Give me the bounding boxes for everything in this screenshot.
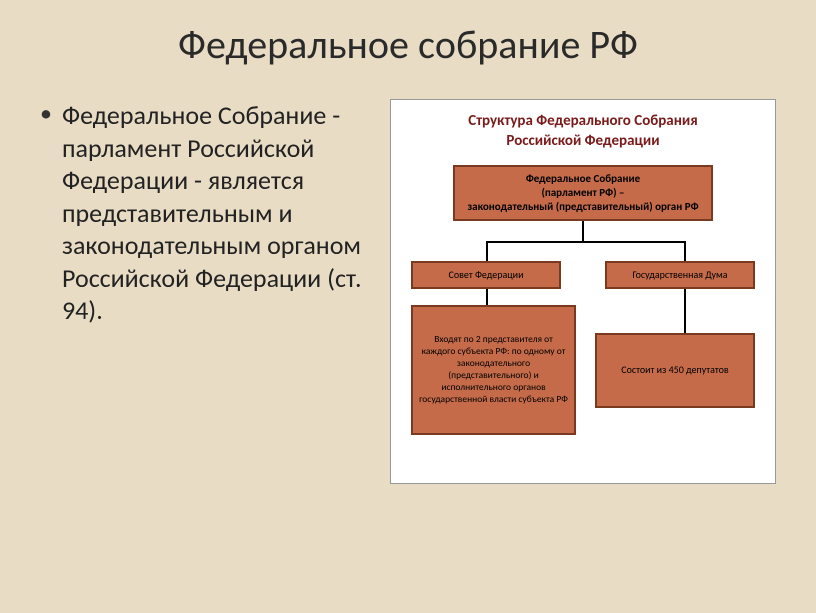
- right-name: Государственная Дума: [632, 269, 727, 282]
- diagram-title-line2: Российской Федерации: [506, 132, 659, 150]
- content-row: • Федеральное Собрание - парламент Росси…: [40, 99, 776, 484]
- left-name: Совет Федерации: [448, 269, 523, 282]
- right-desc: Состоит из 450 депутатов: [621, 364, 728, 377]
- root-line1: Федеральное Собрание: [526, 172, 640, 185]
- connector: [486, 289, 488, 305]
- connector: [684, 241, 686, 261]
- flowchart-node-right-name: Государственная Дума: [605, 261, 755, 289]
- flowchart-node-right-desc: Состоит из 450 депутатов: [595, 333, 755, 408]
- bullet-column: • Федеральное Собрание - парламент Росси…: [40, 99, 380, 327]
- connector: [684, 289, 686, 333]
- flowchart-node-left-desc: Входят по 2 представителя от каждого суб…: [411, 305, 576, 435]
- root-line3: законодательный (представительный) орган…: [467, 200, 698, 213]
- bullet-item: • Федеральное Собрание - парламент Росси…: [40, 99, 380, 327]
- left-desc: Входят по 2 представителя от каждого суб…: [419, 334, 568, 405]
- bullet-text: Федеральное Собрание - парламент Российс…: [62, 99, 380, 327]
- bullet-dot-icon: •: [40, 99, 52, 129]
- page-title: Федеральное собрание РФ: [40, 20, 776, 69]
- connector: [486, 241, 686, 243]
- diagram-title-line1: Структура Федерального Собрания: [468, 112, 697, 130]
- root-line2: (парламент РФ) –: [541, 186, 624, 199]
- connector: [582, 221, 584, 241]
- connector: [486, 241, 488, 261]
- slide: Федеральное собрание РФ • Федеральное Со…: [0, 0, 816, 613]
- flowchart-node-left-name: Совет Федерации: [411, 261, 561, 289]
- diagram-title: Структура Федерального Собрания Российск…: [401, 112, 765, 151]
- flowchart-node-root: Федеральное Собрание (парламент РФ) – за…: [453, 165, 713, 221]
- diagram-panel: Структура Федерального Собрания Российск…: [390, 99, 776, 484]
- flowchart: Федеральное Собрание (парламент РФ) – за…: [401, 165, 765, 465]
